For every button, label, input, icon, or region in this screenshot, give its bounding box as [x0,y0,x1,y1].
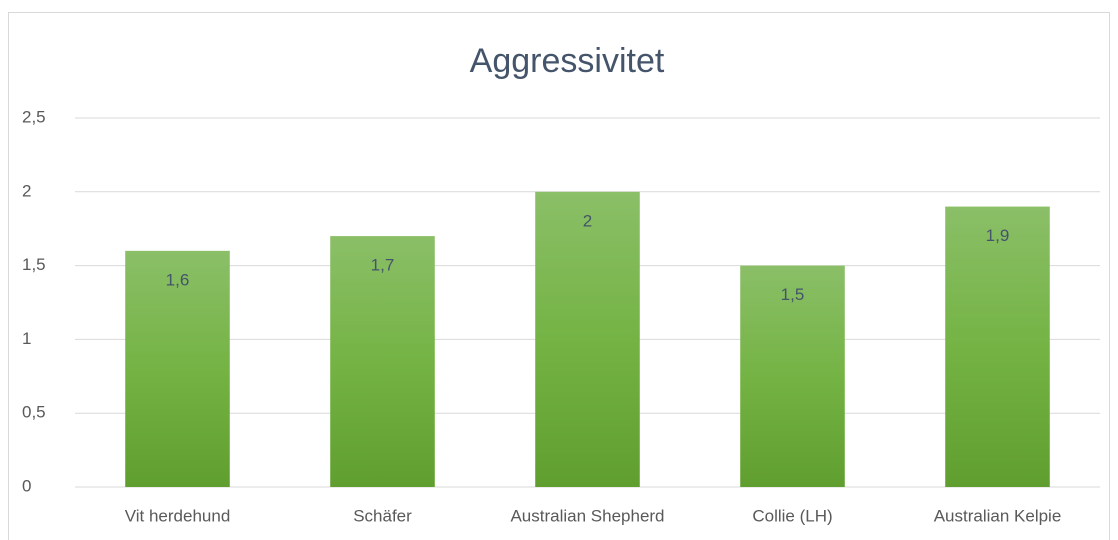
bar [535,191,640,488]
y-tick-label: 2 [22,181,31,200]
data-label: 1,9 [986,226,1010,245]
x-tick-label: Schäfer [353,506,412,525]
data-label: 1,7 [371,256,395,275]
data-label: 1,6 [166,270,190,289]
y-tick-label: 1 [22,329,31,348]
data-label: 2 [583,211,592,230]
y-tick-label: 1,5 [22,255,46,274]
y-tick-label: 0,5 [22,403,46,422]
x-tick-label: Collie (LH) [752,506,832,525]
bar [740,265,845,487]
chart-title: Aggressivitet [470,42,665,80]
chart-border [8,12,1110,540]
data-label: 1,5 [781,285,805,304]
y-tick-label: 2,5 [22,107,46,126]
bar [945,206,1050,487]
x-tick-label: Australian Shepherd [510,506,664,525]
bar [125,250,230,487]
x-tick-label: Australian Kelpie [934,506,1062,525]
x-tick-label: Vit herdehund [125,506,231,525]
y-tick-label: 0 [22,476,31,495]
bar [330,236,435,487]
